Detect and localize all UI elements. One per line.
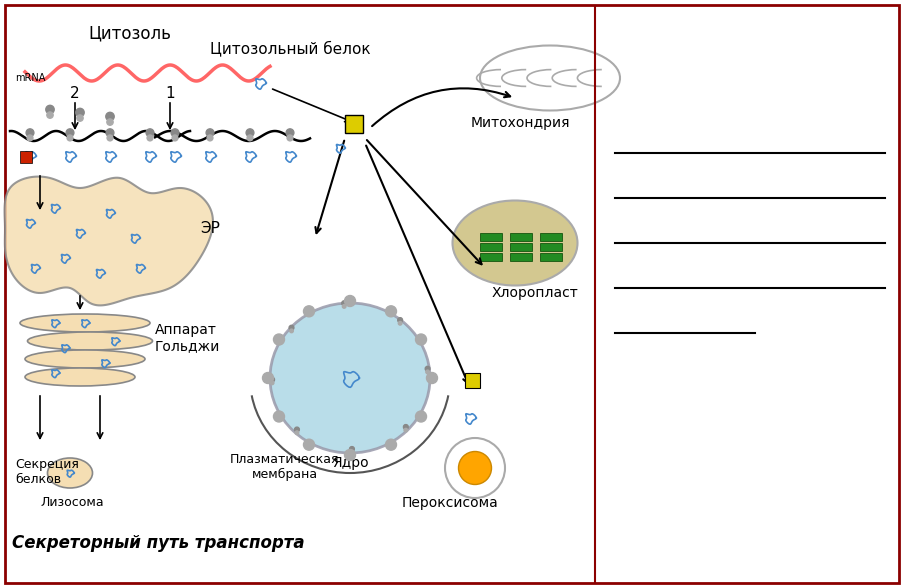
Circle shape [426,373,437,383]
Text: Лизосома: Лизосома [40,496,104,509]
Circle shape [47,112,53,118]
Text: mRNA: mRNA [15,73,45,83]
Circle shape [106,112,114,121]
Ellipse shape [270,303,430,453]
Circle shape [397,318,402,322]
Text: Цитозольный белок: Цитозольный белок [209,40,370,56]
Text: Митохондрия: Митохондрия [470,116,569,130]
Circle shape [289,329,293,333]
Polygon shape [5,176,213,305]
Circle shape [385,439,396,450]
Circle shape [27,135,33,141]
Circle shape [66,129,74,136]
Circle shape [415,334,426,345]
Circle shape [398,322,402,325]
Bar [509,253,531,261]
Circle shape [274,334,284,345]
Text: Пероксисома: Пероксисома [401,496,498,510]
Circle shape [146,129,154,136]
Text: Секреторный путь транспорта: Секреторный путь транспорта [12,534,304,552]
Circle shape [77,115,83,121]
Bar [345,115,363,133]
Circle shape [285,129,293,136]
Bar [464,373,479,388]
Circle shape [269,377,275,382]
Bar [509,243,531,251]
Text: Секреция
белков: Секреция белков [15,458,79,486]
Circle shape [294,431,298,435]
Ellipse shape [48,458,92,488]
Ellipse shape [452,201,577,286]
Circle shape [147,135,153,141]
Bar [539,233,562,241]
Circle shape [247,135,253,141]
Ellipse shape [25,350,144,368]
Circle shape [425,370,429,374]
Circle shape [274,411,284,422]
Bar [20,151,32,163]
Bar [479,243,501,251]
Circle shape [344,296,355,306]
Circle shape [67,135,73,141]
Circle shape [415,411,426,422]
Circle shape [444,438,505,498]
Circle shape [341,301,346,306]
Circle shape [46,105,54,113]
Circle shape [289,325,293,330]
Bar [509,233,531,241]
Ellipse shape [27,332,153,350]
Circle shape [349,450,353,454]
Ellipse shape [25,368,135,386]
FancyBboxPatch shape [5,5,898,583]
Circle shape [172,135,178,141]
Circle shape [287,135,293,141]
Text: ЭР: ЭР [200,220,219,236]
Circle shape [262,373,274,383]
Text: Аппарат
Гольджи: Аппарат Гольджи [154,323,220,353]
Circle shape [303,306,314,317]
Bar [539,243,562,251]
Circle shape [107,135,113,141]
Circle shape [106,129,114,136]
Circle shape [344,449,355,460]
Circle shape [424,366,430,371]
Circle shape [26,129,34,136]
Circle shape [303,439,314,450]
Circle shape [270,381,274,385]
Circle shape [76,108,84,116]
Text: 2: 2 [70,85,79,101]
Circle shape [403,425,408,429]
Bar [479,253,501,261]
Text: Хлоропласт: Хлоропласт [491,286,578,300]
Text: Цитозоль: Цитозоль [88,24,172,42]
Bar [539,253,562,261]
Circle shape [206,129,214,136]
Circle shape [404,429,407,432]
Text: Плазматическая
мембрана: Плазматическая мембрана [230,453,340,481]
Text: 1: 1 [165,85,174,101]
Circle shape [349,446,354,452]
Circle shape [458,452,491,485]
Ellipse shape [479,45,619,111]
Ellipse shape [20,314,150,332]
Circle shape [342,305,346,308]
Circle shape [207,135,213,141]
Text: Ядро: Ядро [331,456,368,470]
Circle shape [246,129,254,136]
Circle shape [107,119,113,125]
Circle shape [385,306,396,317]
Circle shape [294,427,299,432]
Circle shape [171,129,179,136]
Bar [479,233,501,241]
